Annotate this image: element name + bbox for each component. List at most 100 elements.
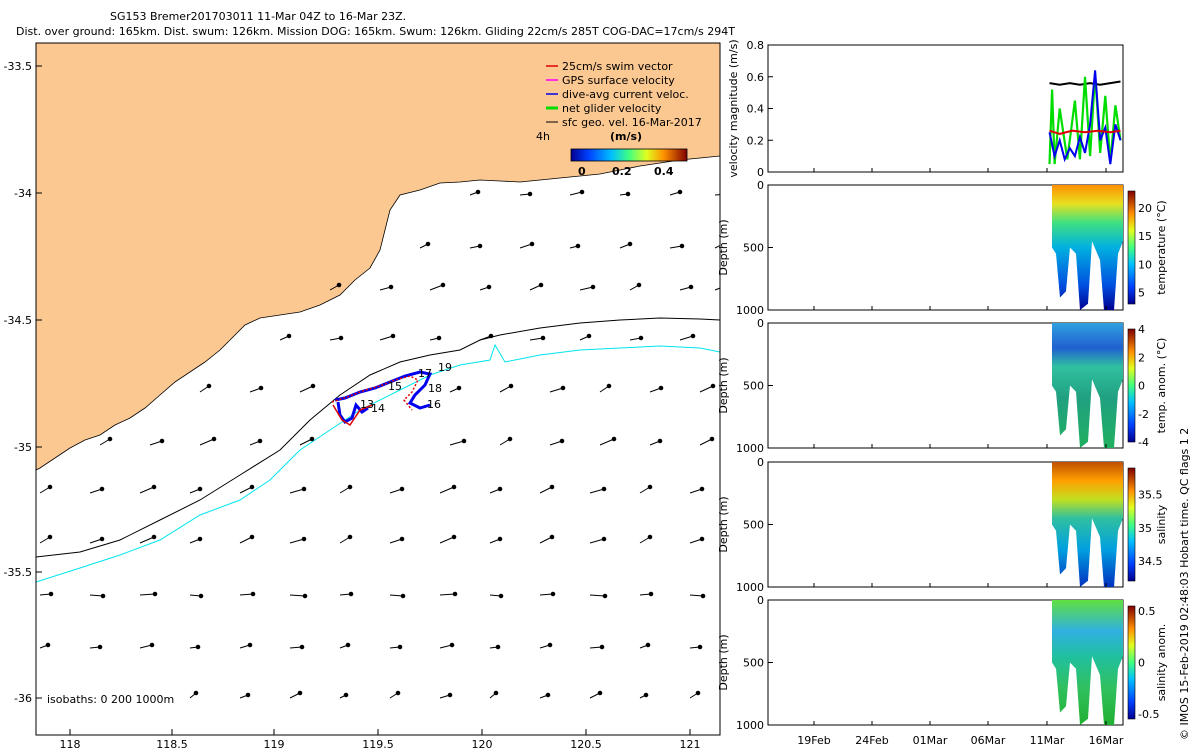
velocity-ytick-label: 0.2 — [747, 134, 765, 147]
depth-ytick-label: 500 — [743, 657, 764, 670]
depth-ytick-label: 1000 — [736, 719, 764, 732]
colorbar-tick-label: 2 — [1138, 351, 1145, 364]
dive-label-18: 18 — [428, 382, 442, 395]
velocity-arrow-head — [195, 644, 201, 650]
velocity-arrow-head — [688, 284, 694, 290]
velocity-ytick-label: 0.8 — [747, 39, 765, 52]
velocity-arrow-head — [309, 436, 315, 442]
velocity-arrow — [139, 536, 155, 544]
map-x-axis: 118 118.5 119 119.5 120 120.5 121 — [60, 729, 701, 750]
dive-label-17: 17 — [418, 367, 432, 380]
velocity-arrow-head — [658, 385, 664, 391]
map-ytick-label: -36 — [14, 692, 32, 705]
velocity-arrow-head — [527, 191, 533, 197]
velocity-arrow — [139, 486, 155, 494]
colorbar-tick-label: 10 — [1138, 258, 1152, 271]
velocity-arrow-head — [549, 534, 555, 540]
velocity-arrow-head — [348, 591, 354, 597]
section-heatmap — [1052, 185, 1123, 310]
velocity-arrow-head — [301, 536, 307, 542]
colorbar-tick-label: 0 — [1138, 380, 1145, 393]
velocity-arrow-head — [545, 692, 551, 698]
dive-label-16: 16 — [427, 398, 441, 411]
velocity-arrow-head — [699, 536, 705, 542]
depth-ytick-label: 1000 — [736, 442, 764, 455]
velocity-arrow-head — [345, 642, 351, 648]
velocity-arrow-head — [606, 383, 612, 389]
velocity-arrow-head — [149, 642, 155, 648]
section-colorbar — [1127, 190, 1136, 305]
velocity-arrow — [714, 244, 720, 249]
velocity-arrow-head — [601, 536, 607, 542]
velocity-arrow-head — [657, 438, 663, 444]
depth-ytick-label: 0 — [757, 456, 764, 469]
velocity-arrow — [714, 287, 720, 291]
colorbar-tick-label: 34.5 — [1138, 555, 1163, 568]
velocity-arrow-head — [456, 385, 462, 391]
velocity-arrow-head — [302, 593, 308, 599]
velocity-arrow-head — [447, 692, 453, 698]
colorbar-label: temp. anom. (°C) — [1155, 338, 1168, 434]
velocity-arrow-head — [45, 642, 51, 648]
velocity-arrow-head — [198, 593, 204, 599]
velocity-arrow-head — [48, 591, 54, 597]
velocity-arrow-head — [549, 484, 555, 490]
velocity-series-line — [1048, 73, 1122, 165]
velocity-arrow-head — [151, 484, 157, 490]
colorbar-tick-label: 4 — [1138, 323, 1145, 336]
velocity-arrow — [599, 438, 615, 446]
velocity-arrow-head — [440, 282, 446, 288]
depth-ylabel: Depth (m) — [717, 496, 730, 552]
time-xtick-label: 16Mar — [1089, 734, 1124, 747]
velocity-arrow-head — [193, 690, 199, 696]
velocity-arrow-head — [550, 591, 556, 597]
velocity-arrow-head — [452, 591, 458, 597]
depth-ytick-label: 0 — [757, 317, 764, 330]
colorbar-label: salinity — [1155, 504, 1168, 544]
time-xtick-label: 11Mar — [1030, 734, 1065, 747]
velocity-arrow-head — [347, 484, 353, 490]
section-heatmap — [1052, 462, 1123, 587]
velocity-arrow — [699, 385, 714, 393]
velocity-arrow-head — [710, 383, 716, 389]
map-ytick-label: -35.5 — [4, 566, 32, 579]
velocity-magnitude-panel: 0 0.2 0.4 0.6 0.8 velocity magnitude (m/s) — [727, 39, 1124, 179]
velocity-arrow — [139, 593, 156, 596]
section-colorbar — [1127, 467, 1136, 582]
glider-track-map: 13 14 15 16 17 18 19 25cm/s swim vector … — [4, 42, 721, 750]
velocity-arrow-head — [507, 436, 513, 442]
velocity-arrow-head — [493, 690, 499, 696]
depth-ytick-label: 1000 — [736, 581, 764, 594]
velocity-ytick-label: 0 — [757, 166, 764, 179]
map-xtick-label: 119.5 — [362, 738, 394, 750]
depth-ytick-label: 500 — [743, 380, 764, 393]
velocity-arrow-head — [461, 438, 467, 444]
velocity-arrow-head — [677, 189, 683, 195]
velocity-ytick-label: 0.4 — [747, 103, 765, 116]
velocity-arrow-head — [602, 593, 608, 599]
velocity-arrow-head — [488, 333, 494, 339]
velocity-arrow-head — [286, 333, 292, 339]
time-xtick-label: 24Feb — [855, 734, 888, 747]
depth-ytick-label: 0 — [757, 594, 764, 607]
section-colorbar — [1127, 328, 1136, 443]
colorbar-tick-label: 20 — [1138, 202, 1152, 215]
side-credit: © IMOS 15-Feb-2019 02:48:03 Hobart time.… — [1178, 427, 1191, 740]
colorbar-label: temperature (°C) — [1155, 200, 1168, 294]
map-ytick-label: -34.5 — [4, 314, 32, 327]
isobath-200m — [36, 317, 720, 558]
colorbar-tick-label: 0 — [1138, 657, 1145, 670]
velocity-arrow-head — [197, 536, 203, 542]
velocity-arrow-head — [599, 644, 605, 650]
velocity-arrow — [199, 438, 215, 446]
velocity-arrow-head — [690, 333, 696, 339]
velocity-ylabel: velocity magnitude (m/s) — [727, 39, 740, 177]
velocity-arrow-head — [197, 486, 203, 492]
velocity-arrow-head — [99, 486, 105, 492]
velocity-arrow-head — [399, 486, 405, 492]
depth-ytick-label: 500 — [743, 519, 764, 532]
map-y-axis: -33.5 -34 -34.5 -35 -35.5 -36 — [4, 60, 42, 705]
velocity-arrow-head — [343, 692, 349, 698]
isobaths-label: isobaths: 0 200 1000m — [47, 693, 174, 706]
